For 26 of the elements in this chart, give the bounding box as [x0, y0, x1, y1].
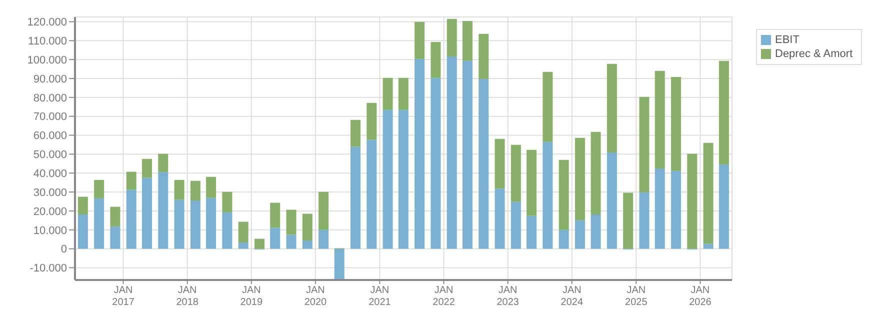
y-tick-label: 50.000: [33, 149, 67, 162]
y-tick-label: 40.000: [33, 168, 67, 180]
y-tick-label: 80.000: [33, 92, 67, 104]
y-tick-label: 10.000: [33, 224, 67, 237]
y-tick-label: 30.000: [33, 186, 67, 199]
legend-label: Deprec & Amort: [774, 47, 854, 61]
x-tick-label: JAN 2021: [368, 285, 392, 308]
x-tick-label: JAN 2026: [689, 285, 712, 308]
y-tick-label: -10.000: [30, 262, 67, 275]
y-tick-label: 100.000: [27, 54, 67, 66]
y-tick-label: 60.000: [33, 130, 67, 142]
y-tick-label: 70.000: [33, 111, 67, 124]
legend-label: EBIT: [774, 33, 800, 47]
x-tick-label: JAN 2022: [432, 285, 456, 308]
x-tick-label: JAN 2020: [304, 285, 328, 308]
x-tick-label: JAN 2017: [112, 285, 135, 308]
x-tick-label: JAN 2025: [625, 285, 648, 308]
y-tick-label: 20.000: [33, 206, 67, 218]
y-tick-label: 0: [60, 244, 67, 256]
x-tick-label: JAN 2023: [496, 285, 520, 308]
y-tick-label: 90.000: [33, 73, 67, 86]
y-tick-label: 120.000: [27, 16, 67, 29]
y-tick-label: 110.000: [28, 36, 67, 48]
x-tick-label: JAN 2018: [176, 285, 199, 308]
x-tick-label: JAN 2024: [560, 285, 584, 308]
x-tick-label: JAN 2019: [240, 285, 263, 308]
